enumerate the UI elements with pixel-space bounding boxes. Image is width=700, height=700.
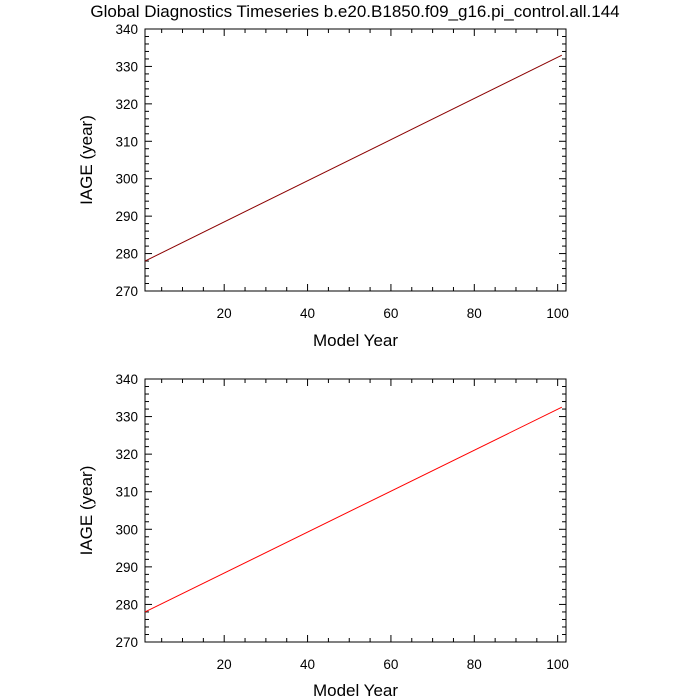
x-axis-label: Model Year [313, 681, 398, 700]
y-tick-label: 280 [115, 597, 138, 612]
y-tick-label: 330 [115, 410, 138, 425]
y-tick-label: 270 [115, 635, 138, 650]
y-tick-label: 310 [115, 485, 138, 500]
y-tick-label: 320 [115, 97, 138, 112]
x-axis-label: Model Year [313, 331, 398, 350]
y-axis-label: IAGE (year) [77, 115, 96, 205]
chart-title: Global Diagnostics Timeseries b.e20.B185… [90, 2, 619, 21]
x-tick-label: 40 [300, 657, 315, 672]
plot-frame [144, 28, 567, 292]
y-tick-label: 300 [115, 172, 138, 187]
y-tick-label: 300 [115, 522, 138, 537]
y-tick-label: 340 [115, 372, 138, 387]
x-tick-label: 80 [467, 306, 482, 321]
x-tick-label: 60 [383, 657, 398, 672]
y-tick-label: 290 [115, 209, 138, 224]
series-line [144, 54, 563, 262]
x-tick-label: 20 [217, 657, 232, 672]
bottom-panel: 20 40 60 80 100 270 280 290 300 310 320 330 340 Model… [77, 372, 569, 700]
x-tick-label: 20 [217, 306, 232, 321]
y-tick-label: 340 [115, 22, 138, 37]
x-tick-label: 40 [300, 306, 315, 321]
top-panel: 20 40 60 80 100 270 280 290 300 310 320 330 340 Model… [77, 22, 569, 350]
y-tick-label: 310 [115, 134, 138, 149]
plot-frame [144, 378, 567, 643]
x-tick-label: 100 [546, 657, 569, 672]
y-tick-label: 280 [115, 247, 138, 262]
y-tick-label: 290 [115, 560, 138, 575]
y-tick-label: 330 [115, 59, 138, 74]
y-tick-label: 270 [115, 284, 138, 299]
x-tick-label: 60 [383, 306, 398, 321]
y-axis-label: IAGE (year) [77, 466, 96, 556]
x-tick-label: 100 [546, 306, 569, 321]
y-tick-label: 320 [115, 447, 138, 462]
x-tick-label: 80 [467, 657, 482, 672]
series-line [144, 406, 563, 613]
